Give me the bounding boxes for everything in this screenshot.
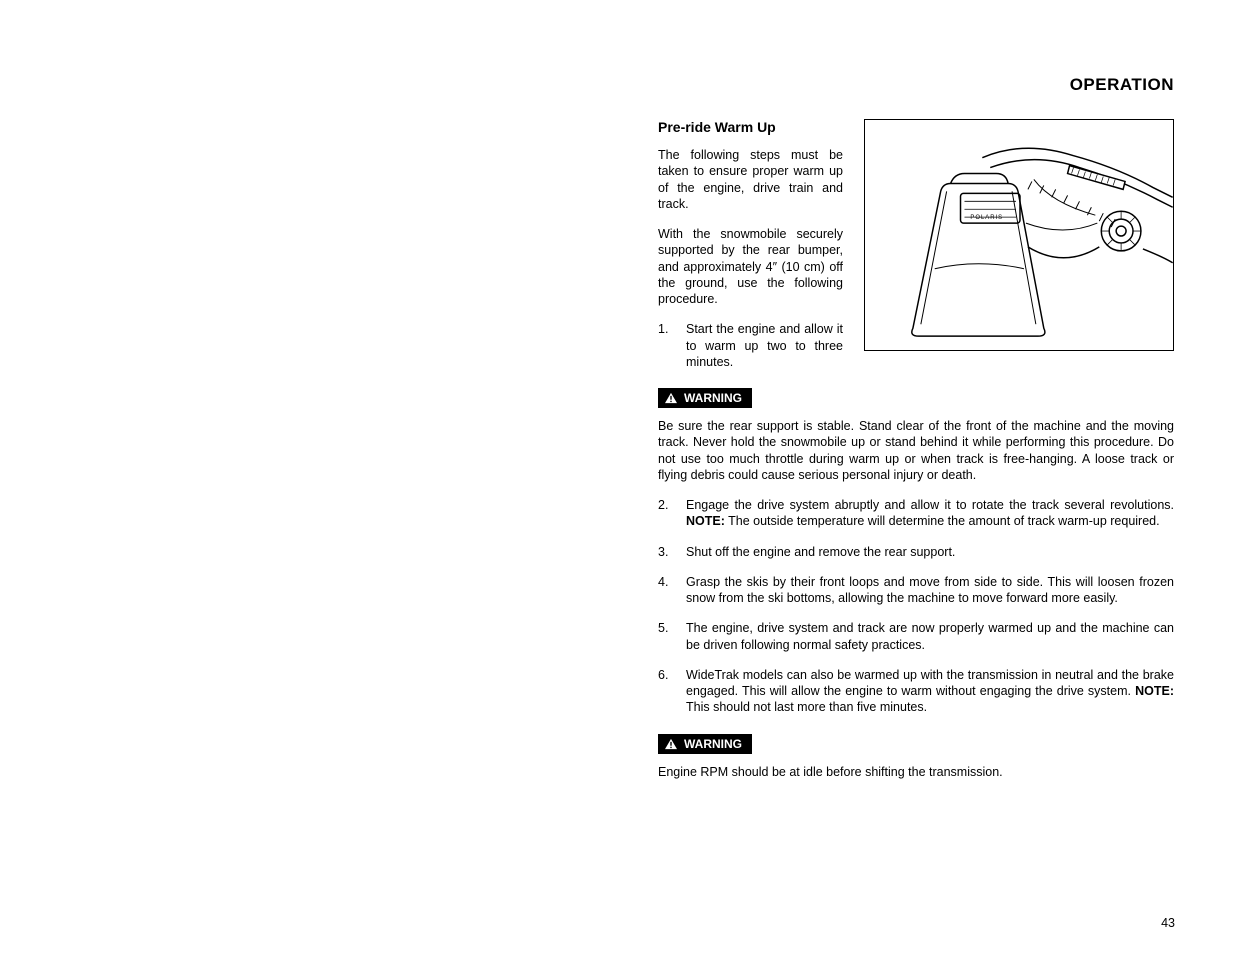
warning-triangle-icon: [664, 738, 678, 750]
step-6a: WideTrak models can also be warmed up wi…: [686, 668, 1174, 698]
warning-label-2: WARNING: [658, 734, 752, 754]
content-area: POLARIS Pre-ride Warm Up The following s…: [658, 119, 1174, 780]
warning-label-text-2: WARNING: [684, 737, 742, 751]
step-list-2: Engage the drive system abruptly and all…: [658, 497, 1174, 716]
warning-text-2: Engine RPM should be at idle before shif…: [658, 764, 1174, 780]
warning-label-1: WARNING: [658, 388, 752, 408]
step-2: Engage the drive system abruptly and all…: [658, 497, 1174, 530]
intro-column: Pre-ride Warm Up The following steps mus…: [658, 119, 843, 384]
warning-label-text-1: WARNING: [684, 391, 742, 405]
step-list-1: Start the engine and allow it to warm up…: [658, 321, 843, 370]
warning-triangle-icon: [664, 392, 678, 404]
intro-para-2: With the snowmobile securely supported b…: [658, 226, 843, 307]
step-2-note-label: NOTE:: [686, 514, 725, 528]
step-6: WideTrak models can also be warmed up wi…: [658, 667, 1174, 716]
step-1: Start the engine and allow it to warm up…: [658, 321, 843, 370]
section-header: OPERATION: [658, 75, 1174, 95]
step-2a: Engage the drive system abruptly and all…: [686, 498, 1174, 512]
page-content: OPERATION: [658, 75, 1174, 794]
step-6b: This should not last more than five minu…: [686, 700, 927, 714]
intro-para-1: The following steps must be taken to ens…: [658, 147, 843, 212]
svg-text:POLARIS: POLARIS: [970, 215, 1003, 221]
step-6-note-label: NOTE:: [1135, 684, 1174, 698]
warning-block-2: WARNING Engine RPM should be at idle bef…: [658, 730, 1174, 780]
step-4: Grasp the skis by their front loops and …: [658, 574, 1174, 607]
warning-text-1: Be sure the rear support is stable. Stan…: [658, 418, 1174, 483]
sub-heading: Pre-ride Warm Up: [658, 119, 843, 135]
warmup-diagram: POLARIS: [864, 119, 1174, 351]
step-3: Shut off the engine and remove the rear …: [658, 544, 1174, 560]
warning-block-1: WARNING Be sure the rear support is stab…: [658, 384, 1174, 483]
step-2b: The outside temperature will determine t…: [725, 514, 1160, 528]
step-5: The engine, drive system and track are n…: [658, 620, 1174, 653]
page-number: 43: [1161, 916, 1175, 930]
